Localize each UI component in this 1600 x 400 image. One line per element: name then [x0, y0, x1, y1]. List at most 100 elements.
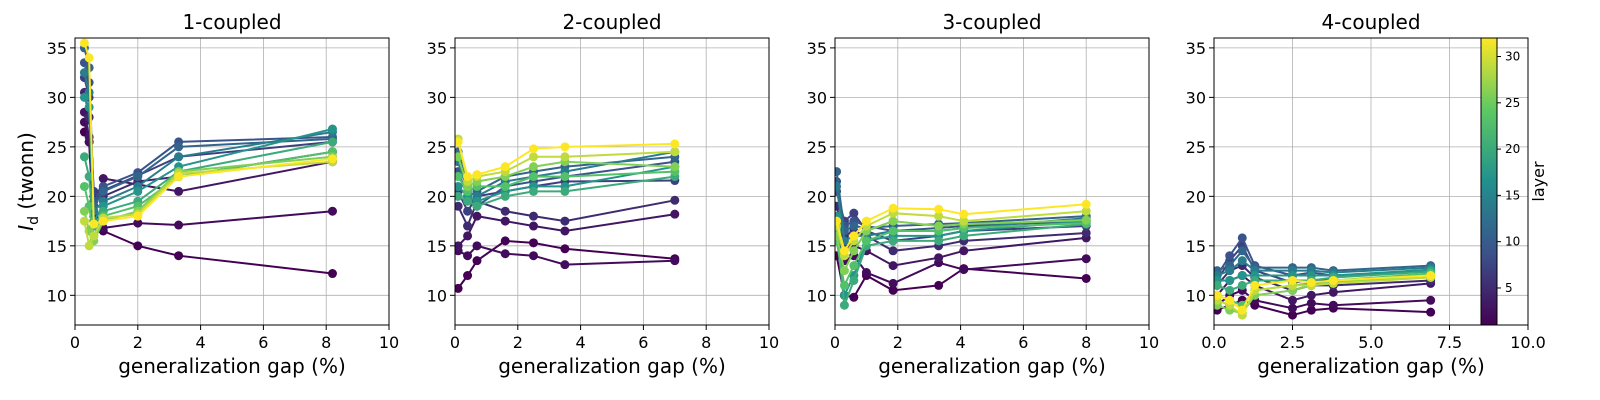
data-point — [1288, 295, 1297, 305]
data-point — [327, 137, 337, 147]
data-point — [84, 102, 94, 112]
subplot-1: 0 2 4 6 8 10 10 15 20 25 30 35 1-coupled generalizati… — [14, 10, 399, 378]
data-point — [670, 256, 680, 266]
data-point — [839, 246, 849, 256]
data-point — [959, 246, 969, 256]
x-tick-label: 5.0 — [1358, 333, 1383, 352]
data-point — [1306, 298, 1316, 308]
data-point — [934, 236, 944, 246]
data-point — [500, 162, 510, 172]
colorbar-tick-label: 25 — [1505, 96, 1520, 110]
data-point — [98, 216, 108, 226]
data-point — [133, 186, 143, 196]
data-point — [84, 53, 94, 63]
colorbar-tick-label: 20 — [1505, 142, 1520, 156]
data-point — [327, 154, 337, 164]
y-tick-label: 35 — [1186, 39, 1206, 58]
y-tick-label: 15 — [1186, 237, 1206, 256]
data-point — [472, 201, 482, 211]
data-point — [1225, 266, 1235, 276]
data-point — [529, 211, 538, 221]
data-point — [861, 216, 871, 226]
colorbar-label: layer — [1529, 161, 1548, 202]
axes-frame — [74, 37, 390, 326]
data-point — [455, 181, 463, 191]
y-tick-label: 25 — [427, 138, 447, 157]
x-axis-label: generalization gap (%) — [498, 354, 726, 378]
y-tick-label: 35 — [427, 39, 447, 58]
subplot-4: 0.0 2.5 5.0 7.5 10.0 10 15 20 25 30 35 4-coupled gen… — [1186, 10, 1546, 378]
data-point — [500, 249, 510, 259]
data-point — [1237, 280, 1247, 290]
data-point — [529, 162, 538, 172]
data-point — [463, 172, 473, 182]
y-tick-label: 25 — [47, 138, 67, 157]
data-point — [529, 172, 538, 182]
x-tick-label: 0 — [70, 333, 80, 352]
data-point — [835, 216, 842, 226]
x-tick-label: 10 — [759, 333, 779, 352]
data-point — [133, 211, 143, 221]
y-tick-label: 30 — [1186, 88, 1206, 107]
y-tick-label: 20 — [47, 187, 67, 206]
y-tick-label: 10 — [1186, 286, 1206, 305]
data-point — [455, 137, 463, 147]
data-point — [1081, 215, 1091, 225]
series-line-layer-9 — [83, 62, 333, 205]
x-tick-label: 6 — [258, 333, 268, 352]
axes-frame — [454, 37, 770, 326]
data-point — [79, 152, 89, 162]
data-point — [133, 241, 143, 251]
data-point — [500, 181, 510, 191]
data-point — [1328, 275, 1338, 285]
x-tick-label: 8 — [1081, 333, 1091, 352]
data-point — [500, 206, 510, 216]
data-point — [934, 253, 944, 263]
data-point — [888, 246, 898, 256]
data-point — [1426, 307, 1436, 317]
data-point — [79, 206, 89, 216]
subplot-title: 3-coupled — [942, 10, 1041, 34]
x-tick-label: 8 — [701, 333, 711, 352]
subplots: 0 2 4 6 8 101015202530351-coupledgeneralizati… — [14, 10, 1546, 378]
data-point — [1237, 233, 1247, 243]
data-point — [79, 38, 89, 48]
data-point — [1214, 280, 1222, 290]
subplot-title: 4-coupled — [1321, 10, 1420, 34]
data-point — [1306, 290, 1316, 300]
x-tick-label: 2 — [133, 333, 143, 352]
data-point — [1237, 305, 1247, 315]
x-tick-label: 6 — [638, 333, 648, 352]
data-point — [1237, 246, 1247, 256]
data-point — [463, 221, 473, 231]
data-point — [174, 172, 184, 182]
data-point — [500, 216, 510, 226]
x-tick-label: 2.5 — [1280, 333, 1305, 352]
y-tick-label: 30 — [427, 88, 447, 107]
y-tick-label: 15 — [427, 237, 447, 256]
x-tick-label: 2 — [893, 333, 903, 352]
y-tick-label: 25 — [1186, 138, 1206, 157]
y-tick-label: 30 — [807, 88, 827, 107]
data-point — [1426, 295, 1436, 305]
data-point — [849, 275, 859, 285]
x-tick-label: 7.5 — [1437, 333, 1462, 352]
data-point — [1288, 303, 1297, 313]
subplot-title: 1-coupled — [182, 10, 281, 34]
data-point — [670, 139, 680, 149]
data-point — [560, 186, 570, 196]
series-line-layer-7 — [83, 77, 333, 193]
data-point — [861, 268, 871, 278]
series-group — [1214, 233, 1436, 320]
data-point — [670, 195, 680, 205]
x-axis-label: generalization gap (%) — [878, 354, 1106, 378]
data-point — [849, 292, 859, 302]
y-tick-label: 15 — [807, 237, 827, 256]
data-point — [1288, 310, 1297, 320]
data-point — [959, 209, 969, 219]
series-group — [455, 134, 680, 293]
data-point — [327, 206, 337, 216]
colorbar: 5 10 15 20 25 30 layer — [1480, 37, 1548, 326]
y-tick-label: 10 — [47, 286, 67, 305]
